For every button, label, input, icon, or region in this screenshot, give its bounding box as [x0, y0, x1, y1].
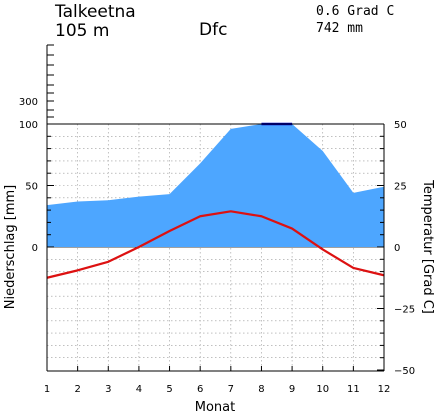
- left-axis-tick-label: 50: [25, 182, 38, 193]
- left-axis-tick-label: 300: [19, 97, 38, 108]
- station-name: Talkeetna: [55, 2, 136, 22]
- precipitation-area: [47, 124, 384, 247]
- left-axis-label: Niederschlag [mm]: [3, 185, 18, 310]
- precipitation-layer: [47, 122, 384, 247]
- climate-classification: Dfc: [199, 20, 228, 40]
- left-axis-tick-label: 100: [19, 120, 38, 131]
- right-axis-tick-label: −25: [394, 305, 415, 316]
- right-axis-tick-label: 25: [394, 182, 407, 193]
- annual-precipitation: 742 mm: [316, 21, 363, 36]
- temperature-layer: [46, 210, 385, 279]
- x-tick-label: 10: [316, 384, 329, 395]
- x-tick-label: 2: [74, 384, 80, 395]
- left-axis-tick-label: 0: [32, 243, 38, 254]
- x-tick-label: 7: [228, 384, 234, 395]
- x-axis-label: Monat: [195, 400, 235, 415]
- x-tick-label: 12: [378, 384, 391, 395]
- x-tick-label: 4: [136, 384, 142, 395]
- right-axis-tick-label: 50: [394, 120, 407, 131]
- right-axis-tick-label: 0: [394, 243, 400, 254]
- right-axis-label: Temperatur [Grad C]: [420, 179, 435, 314]
- x-tick-label: 6: [197, 384, 203, 395]
- x-tick-label: 5: [166, 384, 172, 395]
- x-tick-label: 3: [105, 384, 111, 395]
- annual-mean-temperature: 0.6 Grad C: [316, 4, 395, 19]
- x-tick-label: 1: [44, 384, 50, 395]
- x-tick-label: 8: [258, 384, 264, 395]
- temperature-line: [46, 210, 385, 279]
- x-tick-label: 11: [347, 384, 360, 395]
- axis-labels: Monat Niederschlag [mm] Temperatur [Grad…: [3, 179, 435, 415]
- x-tick-label: 9: [289, 384, 295, 395]
- station-elevation: 105 m: [55, 21, 110, 41]
- right-axis-tick-label: −50: [394, 366, 415, 377]
